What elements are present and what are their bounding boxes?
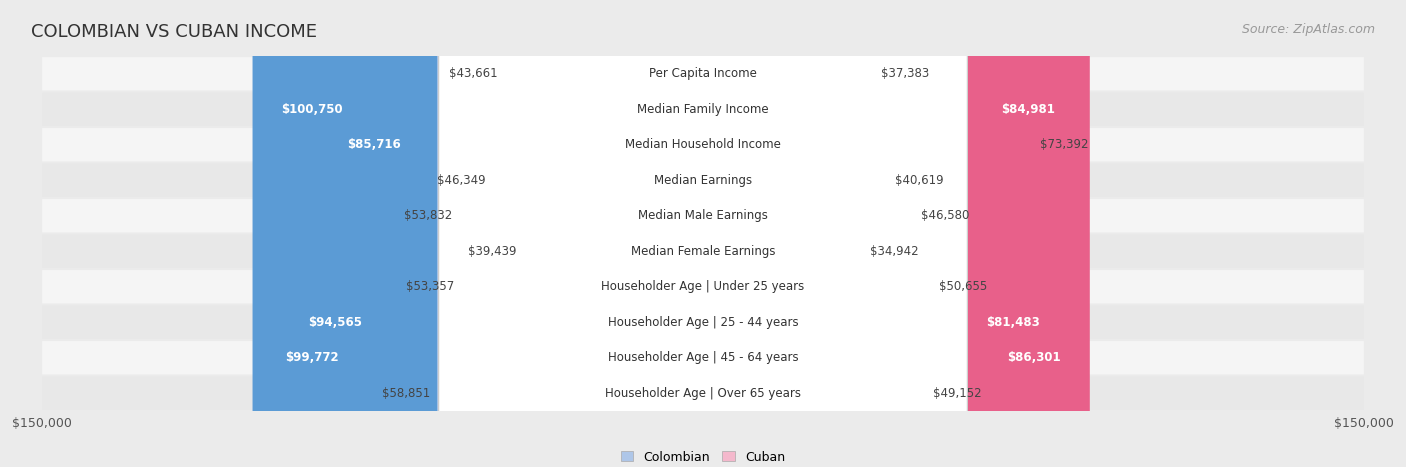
FancyBboxPatch shape bbox=[42, 341, 1364, 375]
Text: $39,439: $39,439 bbox=[468, 245, 516, 258]
FancyBboxPatch shape bbox=[696, 0, 1033, 467]
Text: Householder Age | Over 65 years: Householder Age | Over 65 years bbox=[605, 387, 801, 400]
Text: Median Earnings: Median Earnings bbox=[654, 174, 752, 187]
Text: $81,483: $81,483 bbox=[986, 316, 1040, 329]
FancyBboxPatch shape bbox=[439, 0, 967, 467]
FancyBboxPatch shape bbox=[42, 163, 1364, 197]
FancyBboxPatch shape bbox=[696, 0, 889, 467]
Text: Median Male Earnings: Median Male Earnings bbox=[638, 209, 768, 222]
Text: COLOMBIAN VS CUBAN INCOME: COLOMBIAN VS CUBAN INCOME bbox=[31, 23, 316, 42]
FancyBboxPatch shape bbox=[42, 92, 1364, 126]
FancyBboxPatch shape bbox=[253, 0, 710, 467]
Text: $84,981: $84,981 bbox=[1001, 103, 1056, 116]
FancyBboxPatch shape bbox=[503, 0, 710, 467]
FancyBboxPatch shape bbox=[42, 57, 1364, 91]
FancyBboxPatch shape bbox=[696, 0, 915, 467]
Text: $43,661: $43,661 bbox=[449, 67, 498, 80]
FancyBboxPatch shape bbox=[439, 0, 967, 467]
Text: $53,832: $53,832 bbox=[405, 209, 453, 222]
Text: $53,357: $53,357 bbox=[406, 280, 454, 293]
FancyBboxPatch shape bbox=[492, 0, 710, 467]
FancyBboxPatch shape bbox=[42, 376, 1364, 410]
FancyBboxPatch shape bbox=[439, 0, 967, 467]
FancyBboxPatch shape bbox=[439, 0, 967, 467]
Text: $99,772: $99,772 bbox=[285, 351, 339, 364]
FancyBboxPatch shape bbox=[42, 199, 1364, 233]
Text: Source: ZipAtlas.com: Source: ZipAtlas.com bbox=[1241, 23, 1375, 36]
Text: Householder Age | Under 25 years: Householder Age | Under 25 years bbox=[602, 280, 804, 293]
FancyBboxPatch shape bbox=[439, 0, 967, 467]
Text: $46,349: $46,349 bbox=[437, 174, 485, 187]
FancyBboxPatch shape bbox=[696, 0, 1084, 467]
FancyBboxPatch shape bbox=[696, 0, 1069, 467]
FancyBboxPatch shape bbox=[439, 0, 967, 467]
FancyBboxPatch shape bbox=[439, 0, 967, 467]
FancyBboxPatch shape bbox=[696, 0, 875, 467]
FancyBboxPatch shape bbox=[257, 0, 710, 467]
FancyBboxPatch shape bbox=[523, 0, 710, 467]
FancyBboxPatch shape bbox=[42, 234, 1364, 268]
Text: $85,716: $85,716 bbox=[347, 138, 401, 151]
Text: Householder Age | 25 - 44 years: Householder Age | 25 - 44 years bbox=[607, 316, 799, 329]
FancyBboxPatch shape bbox=[437, 0, 710, 467]
Text: $86,301: $86,301 bbox=[1008, 351, 1062, 364]
Text: $37,383: $37,383 bbox=[882, 67, 929, 80]
FancyBboxPatch shape bbox=[696, 0, 932, 467]
Text: $49,152: $49,152 bbox=[932, 387, 981, 400]
Text: Householder Age | 45 - 64 years: Householder Age | 45 - 64 years bbox=[607, 351, 799, 364]
FancyBboxPatch shape bbox=[461, 0, 710, 467]
FancyBboxPatch shape bbox=[696, 0, 863, 467]
Text: $50,655: $50,655 bbox=[939, 280, 987, 293]
FancyBboxPatch shape bbox=[280, 0, 710, 467]
Text: $100,750: $100,750 bbox=[281, 103, 343, 116]
Text: Median Household Income: Median Household Income bbox=[626, 138, 780, 151]
FancyBboxPatch shape bbox=[460, 0, 710, 467]
FancyBboxPatch shape bbox=[319, 0, 710, 467]
FancyBboxPatch shape bbox=[439, 0, 967, 467]
FancyBboxPatch shape bbox=[42, 128, 1364, 162]
Text: $58,851: $58,851 bbox=[382, 387, 430, 400]
Text: Median Female Earnings: Median Female Earnings bbox=[631, 245, 775, 258]
Text: $34,942: $34,942 bbox=[870, 245, 918, 258]
Text: $40,619: $40,619 bbox=[896, 174, 943, 187]
FancyBboxPatch shape bbox=[42, 270, 1364, 304]
FancyBboxPatch shape bbox=[439, 0, 967, 467]
Text: $94,565: $94,565 bbox=[308, 316, 363, 329]
FancyBboxPatch shape bbox=[42, 305, 1364, 339]
Text: $73,392: $73,392 bbox=[1039, 138, 1088, 151]
Text: Median Family Income: Median Family Income bbox=[637, 103, 769, 116]
FancyBboxPatch shape bbox=[696, 0, 1090, 467]
Text: Per Capita Income: Per Capita Income bbox=[650, 67, 756, 80]
Text: $46,580: $46,580 bbox=[921, 209, 970, 222]
Legend: Colombian, Cuban: Colombian, Cuban bbox=[616, 446, 790, 467]
FancyBboxPatch shape bbox=[439, 0, 967, 467]
FancyBboxPatch shape bbox=[696, 0, 927, 467]
